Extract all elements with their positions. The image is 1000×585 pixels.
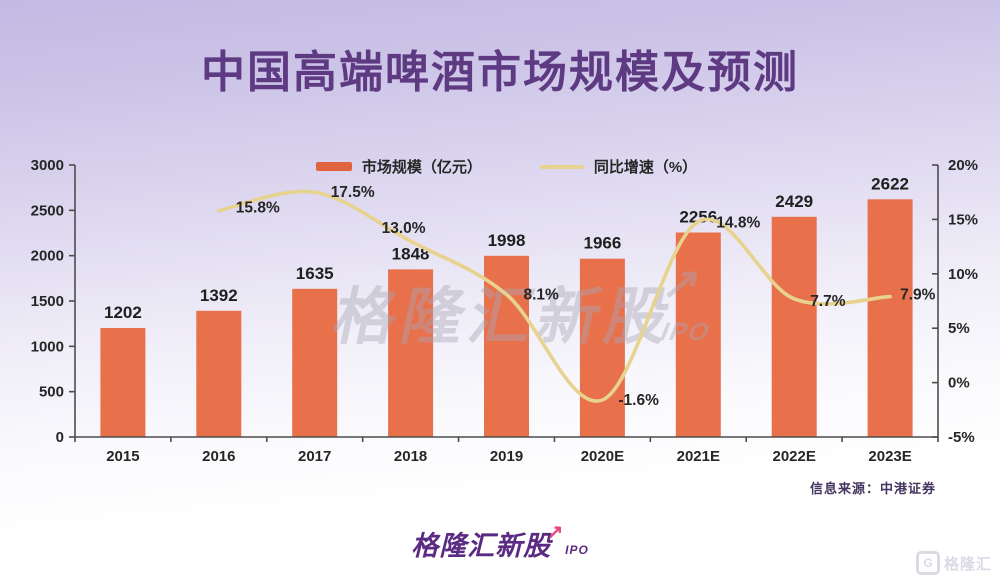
- left-axis-label: 1000: [31, 338, 64, 355]
- x-axis-label: 2022E: [773, 448, 816, 465]
- corner-logo-text: 格隆汇: [943, 555, 992, 573]
- bar-2023E: [867, 199, 913, 437]
- right-axis-label: 5%: [948, 320, 970, 337]
- growth-line: [217, 189, 892, 403]
- left-axis-label: 0: [56, 429, 64, 446]
- footer-logo-ipo: IPO: [565, 543, 589, 557]
- source-note: 信息来源：中港证券: [809, 481, 936, 496]
- left-axis-label: 2000: [31, 248, 64, 265]
- footer-logo: 格隆汇新股 ↗ IPO: [0, 522, 1000, 563]
- x-axis-label: 2019: [490, 448, 523, 465]
- left-axis-label: 500: [39, 384, 64, 401]
- legend: 市场规模（亿元） 同比增速（%）: [75, 156, 938, 177]
- legend-label-market-size: 市场规模（亿元）: [361, 159, 482, 176]
- right-axis-label: 0%: [948, 375, 970, 392]
- bar-value-label: 1848: [392, 244, 430, 263]
- x-axis-label: 2015: [106, 448, 139, 465]
- x-axis-label: 2020E: [581, 448, 624, 465]
- bar-2016: [196, 310, 242, 437]
- right-axis-label: -5%: [948, 429, 975, 446]
- growth-point-label: 7.9%: [900, 287, 936, 304]
- growth-point-label: 14.8%: [716, 215, 760, 232]
- x-axis-label: 2023E: [868, 448, 911, 465]
- x-axis-label: 2017: [298, 448, 331, 465]
- left-axis-label: 2500: [31, 202, 64, 219]
- legend-item-market-size: 市场规模（亿元）: [315, 156, 482, 177]
- bar-value-label: 2256: [679, 208, 717, 227]
- bar-2020E: [579, 258, 625, 437]
- bar-value-label: 1966: [583, 234, 621, 253]
- bar-2015: [100, 328, 146, 437]
- right-axis-label: 10%: [948, 266, 978, 283]
- bar-2022E: [771, 216, 817, 437]
- x-axis-label: 2016: [202, 448, 235, 465]
- left-axis-label: 3000: [31, 157, 64, 174]
- bar-value-label: 2622: [871, 174, 909, 193]
- x-axis-label: 2021E: [677, 448, 720, 465]
- growth-point-label: 13.0%: [382, 220, 426, 237]
- growth-point-label: 15.8%: [236, 200, 280, 217]
- bar-value-label: 2429: [775, 192, 813, 211]
- corner-logo-g-icon: G: [915, 551, 940, 575]
- bar-2019: [484, 255, 529, 437]
- watermark-ipo: IPO: [658, 318, 713, 346]
- bar-value-label: 1998: [488, 231, 526, 250]
- bar-2017: [292, 288, 338, 437]
- line-series-swatch-icon: [539, 164, 584, 169]
- footer-logo-arrow-icon: ↗: [547, 522, 564, 543]
- right-axis-label: 15%: [948, 211, 978, 228]
- bar-value-label: 1392: [200, 286, 238, 305]
- bar-series-swatch-icon: [315, 162, 352, 171]
- legend-item-growth: 同比增速（%）: [539, 156, 698, 177]
- right-axis-label: 20%: [948, 157, 978, 174]
- growth-point-label: 8.1%: [524, 287, 560, 304]
- legend-label-growth: 同比增速（%）: [593, 159, 698, 176]
- corner-logo: G 格隆汇: [915, 551, 992, 575]
- bar-value-label: 1202: [104, 303, 142, 322]
- bar-2021E: [675, 232, 721, 437]
- footer-logo-text: 格隆汇新股: [411, 531, 552, 561]
- growth-point-label: -1.6%: [618, 392, 659, 409]
- page-title: 中国高端啤酒市场规模及预测: [201, 48, 799, 97]
- x-axis-label: 2018: [394, 448, 427, 465]
- left-axis-label: 1500: [31, 293, 64, 310]
- growth-point-label: 17.5%: [331, 184, 375, 201]
- bar-value-label: 1635: [296, 264, 334, 283]
- bar-2018: [388, 269, 434, 437]
- growth-point-label: 7.7%: [810, 293, 846, 310]
